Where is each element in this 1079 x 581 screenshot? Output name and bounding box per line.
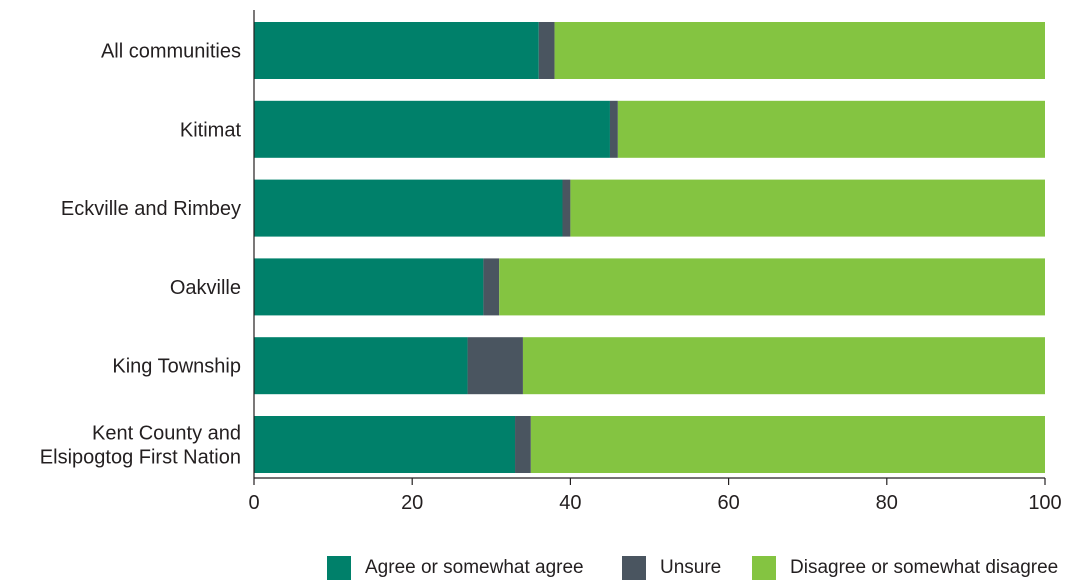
bar-all-communities-agree-or-somewhat-agree xyxy=(254,22,539,79)
bars-group xyxy=(254,22,1046,473)
legend-item-disagree: Disagree or somewhat disagree xyxy=(752,556,1058,580)
category-label-oakville: Oakville xyxy=(170,277,241,299)
bar-oakville-agree-or-somewhat-agree xyxy=(254,258,484,316)
bar-kent-county-and-elsipogtog-first-nation-disagree-or-somewhat-disagree xyxy=(530,416,1045,473)
x-tick-label-40: 40 xyxy=(559,492,581,514)
x-tick-label-20: 20 xyxy=(401,492,423,514)
bar-kent-county-and-elsipogtog-first-nation-agree-or-somewhat-agree xyxy=(254,416,516,473)
legend-label-agree: Agree or somewhat agree xyxy=(365,557,584,578)
x-tick-label-60: 60 xyxy=(717,492,739,514)
bar-eckville-and-rimbey-unsure xyxy=(562,179,571,237)
category-label-king-township: King Township xyxy=(112,356,241,378)
bar-kitimat-disagree-or-somewhat-disagree xyxy=(617,100,1045,158)
legend-swatch-disagree xyxy=(752,556,776,580)
bar-kitimat-agree-or-somewhat-agree xyxy=(254,100,610,158)
legend-label-disagree: Disagree or somewhat disagree xyxy=(790,557,1059,578)
legend-swatch-unsure xyxy=(622,556,646,580)
category-label-kitimat: Kitimat xyxy=(180,119,242,141)
bar-king-township-unsure xyxy=(467,337,523,395)
legend-label-unsure: Unsure xyxy=(660,557,722,578)
x-axis-ticks: 0 20 40 60 80 100 xyxy=(248,478,1062,514)
bar-oakville-unsure xyxy=(483,258,500,316)
bar-all-communities-unsure xyxy=(538,22,555,79)
bar-kent-county-and-elsipogtog-first-nation-unsure xyxy=(515,416,531,473)
x-tick-label-80: 80 xyxy=(876,492,898,514)
category-label-kent-county-and-elsipogtog-first-nation: Kent County and Elsipogtog First Nation xyxy=(40,423,241,469)
bar-king-township-agree-or-somewhat-agree xyxy=(254,337,468,395)
legend-item-unsure: Unsure xyxy=(622,556,721,580)
bar-king-township-disagree-or-somewhat-disagree xyxy=(522,337,1045,395)
legend: Agree or somewhat agree Unsure Disagree … xyxy=(0,556,1079,580)
bar-oakville-disagree-or-somewhat-disagree xyxy=(499,258,1046,316)
bar-kitimat-unsure xyxy=(609,100,618,158)
category-label-eckville-and-rimbey: Eckville and Rimbey xyxy=(61,198,241,220)
legend-swatch-agree xyxy=(327,556,351,580)
x-tick-label-100: 100 xyxy=(1028,492,1061,514)
bar-eckville-and-rimbey-agree-or-somewhat-agree xyxy=(254,179,563,237)
legend-item-agree: Agree or somewhat agree xyxy=(327,556,584,580)
bar-all-communities-disagree-or-somewhat-disagree xyxy=(554,22,1045,79)
category-labels: All communities Kitimat Eckville and Rimbe… xyxy=(40,41,242,469)
bar-eckville-and-rimbey-disagree-or-somewhat-disagree xyxy=(570,179,1045,237)
x-tick-label-0: 0 xyxy=(248,492,259,514)
category-label-all-communities: All communities xyxy=(101,41,241,63)
